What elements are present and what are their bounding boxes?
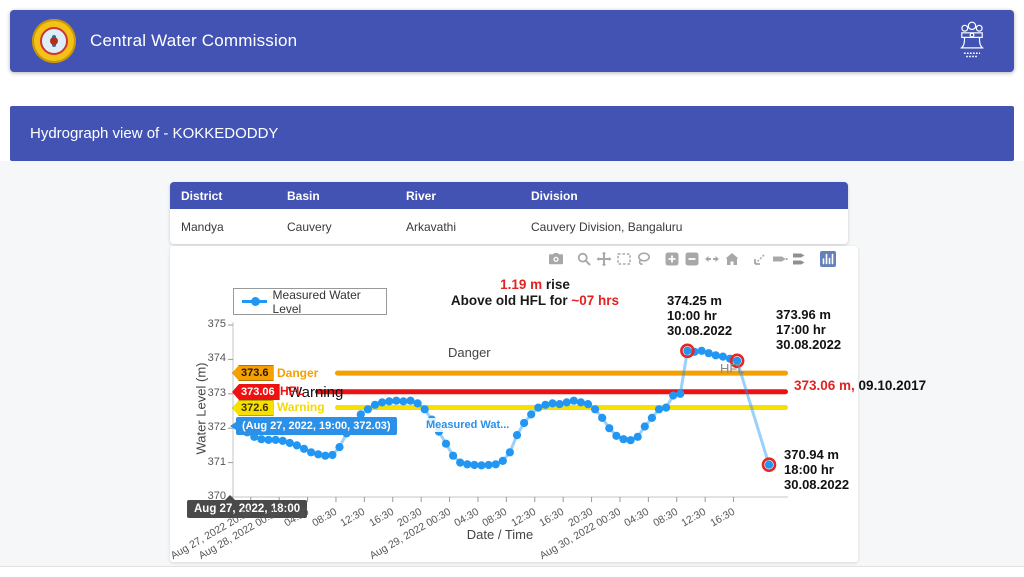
danger-line-label: Danger: [448, 345, 491, 360]
annotation-old-hfl: 373.06 m, 09.10.2017: [794, 378, 927, 393]
annotation-last: 370.94 m 18:00 hr 30.08.2022: [784, 447, 850, 492]
spikelines-icon[interactable]: [752, 251, 768, 267]
app-header: Central Water Commission: [10, 10, 1014, 72]
camera-icon[interactable]: [548, 251, 564, 267]
hfl-line-label: HFL: [720, 361, 745, 376]
col-division: Division: [531, 188, 578, 203]
hfl-duration-value: ~07 hrs: [571, 293, 620, 308]
pan-icon[interactable]: [596, 251, 612, 267]
y-tick-label: 373: [207, 386, 226, 399]
autoscale-icon[interactable]: [704, 251, 720, 267]
y-tick-label: 370: [207, 490, 226, 502]
warning-value-tag: 372.6: [232, 400, 274, 416]
table-cell: Arkavathi: [406, 219, 457, 234]
legend-measured-water-level[interactable]: Measured Water Level: [233, 287, 387, 316]
y-tick-label: 372: [207, 421, 226, 434]
table-row: Mandya Cauvery Arkavathi Cauvery Division, …: [170, 209, 848, 244]
rise-value: 1.19 m: [500, 277, 543, 292]
warning-line-label: Warning: [288, 384, 344, 401]
hover-tooltip-series: Measured Wat...: [423, 418, 513, 432]
india-emblem-icon: [958, 19, 986, 65]
footer-divider: [0, 566, 1024, 567]
hover-closest-icon[interactable]: [772, 251, 788, 267]
zoom-out-icon[interactable]: [684, 251, 700, 267]
y-tick-label: 371: [207, 455, 226, 468]
hover-compare-icon[interactable]: [792, 251, 808, 267]
hfl-value-tag: 373.06: [232, 384, 280, 400]
plot-area[interactable]: [170, 246, 858, 562]
page-title-bar: Hydrograph view of - KOKKEDODDY: [10, 106, 1014, 161]
y-tick-label: 374: [207, 352, 226, 365]
danger-value-tag: 373.6: [232, 365, 274, 381]
legend-line-marker-icon: [242, 297, 267, 306]
table-header-row: District Basin River Division: [170, 182, 848, 209]
hover-tooltip: (Aug 27, 2022, 19:00, 372.03): [230, 417, 397, 435]
table-cell: Mandya: [181, 219, 224, 234]
rise-banner: 1.19 m rise Above old HFL for ~07 hrs: [370, 277, 700, 309]
zoom-in-icon[interactable]: [664, 251, 680, 267]
app-title: Central Water Commission: [90, 31, 298, 50]
warning-level-label: Warning: [277, 400, 325, 414]
lasso-select-icon[interactable]: [636, 251, 652, 267]
box-select-icon[interactable]: [616, 251, 632, 267]
zoom-icon[interactable]: [576, 251, 592, 267]
x-axis-title: Date / Time: [466, 527, 534, 542]
danger-level-label: Danger: [277, 366, 319, 380]
annotation-peak: 374.25 m 10:00 hr 30.08.2022: [667, 293, 733, 338]
col-river: River: [406, 188, 437, 203]
x-axis-cursor-tooltip: Aug 27, 2022, 18:00: [187, 495, 308, 518]
rise-text: rise: [542, 277, 570, 292]
table-cell: Cauvery Division, Bangaluru: [531, 219, 683, 234]
col-district: District: [181, 188, 223, 203]
plotly-logo-icon[interactable]: [820, 251, 836, 267]
col-basin: Basin: [287, 188, 320, 203]
hydrograph-chart: Measured Water Level 1.19 m rise Above o…: [168, 246, 926, 562]
legend-label: Measured Water Level: [272, 287, 361, 316]
hfl-level-label: HFL: [280, 384, 304, 398]
plotly-modebar: [544, 251, 836, 267]
table-cell: Cauvery: [287, 219, 332, 234]
annotation-17h: 373.96 m 17:00 hr 30.08.2022: [776, 307, 842, 352]
reset-axes-icon[interactable]: [724, 251, 740, 267]
hfl-duration-lead: Above old HFL for: [450, 293, 572, 308]
y-tick-label: 375: [207, 318, 226, 330]
page-title: Hydrograph view of - KOKKEDODDY: [30, 125, 279, 142]
station-info-table: District Basin River Division Mandya Cauv…: [170, 182, 848, 244]
cwc-logo-icon: [32, 19, 76, 63]
